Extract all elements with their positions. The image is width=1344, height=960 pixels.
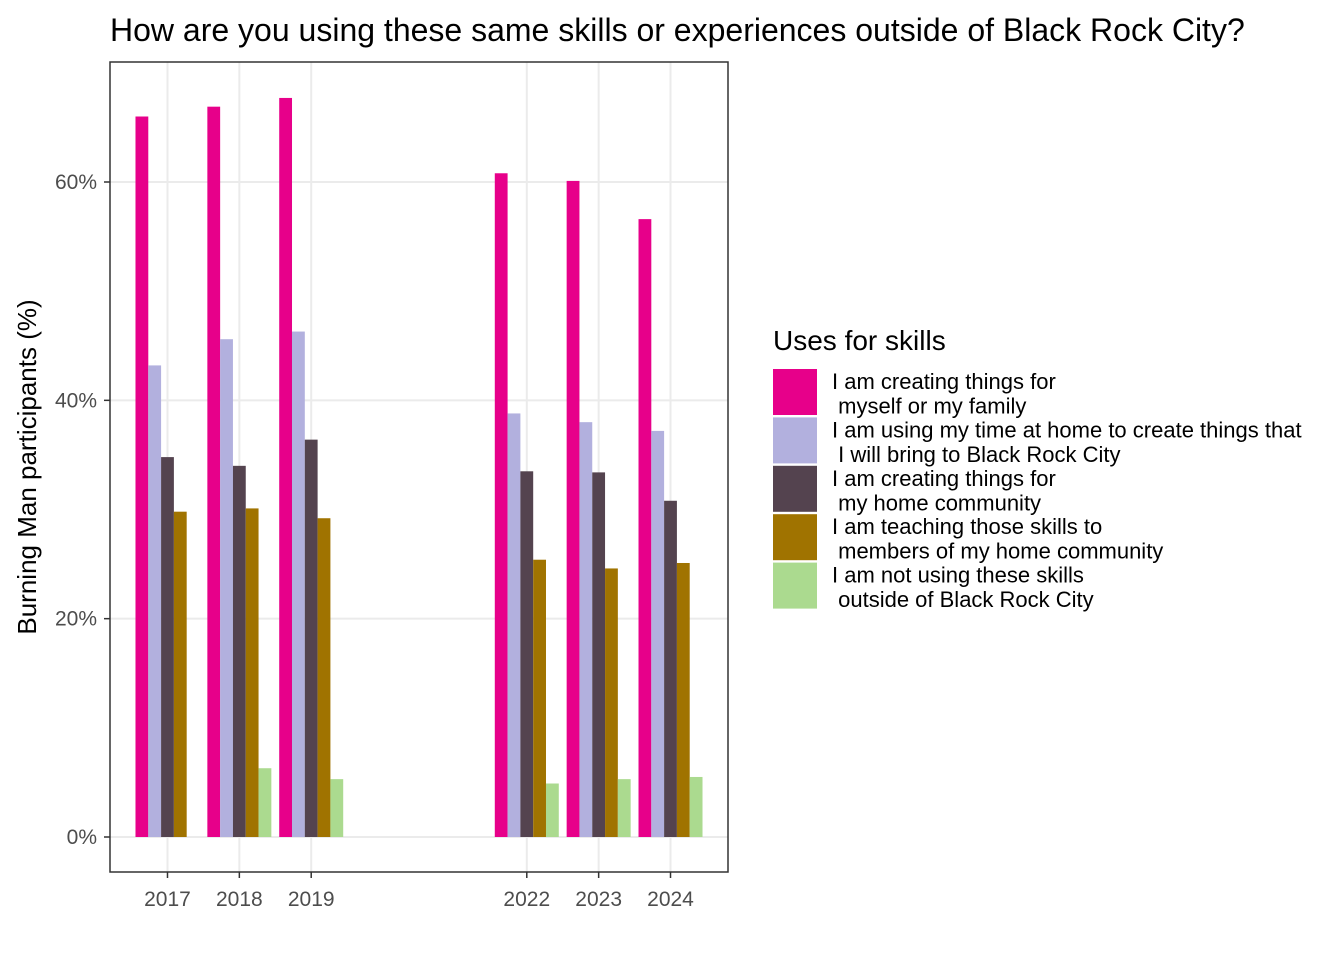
x-tick-label: 2018 bbox=[216, 888, 263, 911]
bar bbox=[292, 331, 305, 837]
y-axis-label: Burning Man participants (%) bbox=[12, 299, 42, 634]
bar bbox=[207, 106, 221, 838]
bar bbox=[279, 97, 293, 838]
bar bbox=[617, 779, 631, 837]
axes: 0% 20% 40% 60% 2017 2018 2019 2022 2023 2024 bbox=[55, 171, 694, 911]
bar bbox=[135, 116, 149, 837]
bar bbox=[520, 471, 534, 837]
bar bbox=[533, 559, 546, 837]
bar bbox=[232, 465, 246, 837]
panel-border bbox=[109, 61, 729, 873]
chart-title: How are you using these same skills or e… bbox=[110, 12, 1245, 48]
bar bbox=[638, 219, 652, 837]
y-tick-label: 40% bbox=[55, 389, 97, 412]
bar bbox=[304, 439, 318, 837]
legend-label: I am not using these skills outside of B… bbox=[832, 563, 1094, 613]
legend-key bbox=[773, 369, 817, 415]
y-tick-label: 60% bbox=[55, 171, 97, 194]
legend: Uses for skills I am creating things for… bbox=[773, 325, 1302, 612]
legend-label: I am creating things for myself or my fa… bbox=[832, 369, 1056, 419]
bar bbox=[220, 339, 233, 837]
bar bbox=[494, 173, 508, 837]
x-tick-label: 2024 bbox=[647, 888, 694, 911]
y-tick-label: 0% bbox=[67, 826, 97, 849]
legend-key bbox=[773, 562, 817, 609]
bar bbox=[651, 430, 665, 837]
bar bbox=[566, 180, 580, 838]
bar bbox=[258, 768, 272, 837]
bar bbox=[330, 779, 344, 837]
bars bbox=[135, 97, 703, 838]
bar bbox=[664, 500, 677, 837]
x-tick-label: 2017 bbox=[144, 888, 191, 911]
bar bbox=[676, 562, 690, 837]
x-tick-label: 2022 bbox=[503, 888, 550, 911]
bar bbox=[161, 457, 174, 837]
bar bbox=[317, 518, 331, 837]
bar bbox=[148, 365, 162, 837]
x-tick-label: 2019 bbox=[288, 888, 335, 911]
bar bbox=[689, 776, 703, 837]
bar bbox=[507, 413, 521, 837]
legend-label: I am creating things for my home communi… bbox=[832, 466, 1056, 516]
legend-key bbox=[773, 514, 817, 561]
bar bbox=[245, 508, 259, 837]
bar bbox=[579, 422, 593, 837]
legend-key bbox=[773, 417, 817, 464]
legend-key bbox=[773, 465, 817, 512]
legend-label: I am using my time at home to create thi… bbox=[832, 417, 1302, 467]
legend-label: I am teaching those skills to members of… bbox=[832, 514, 1163, 564]
bar bbox=[605, 568, 618, 837]
grid bbox=[110, 62, 728, 872]
bar bbox=[173, 511, 187, 837]
bar bbox=[545, 783, 559, 837]
legend-title: Uses for skills bbox=[773, 325, 946, 356]
y-tick-label: 20% bbox=[55, 608, 97, 631]
bar bbox=[592, 472, 606, 837]
x-tick-label: 2023 bbox=[575, 888, 622, 911]
